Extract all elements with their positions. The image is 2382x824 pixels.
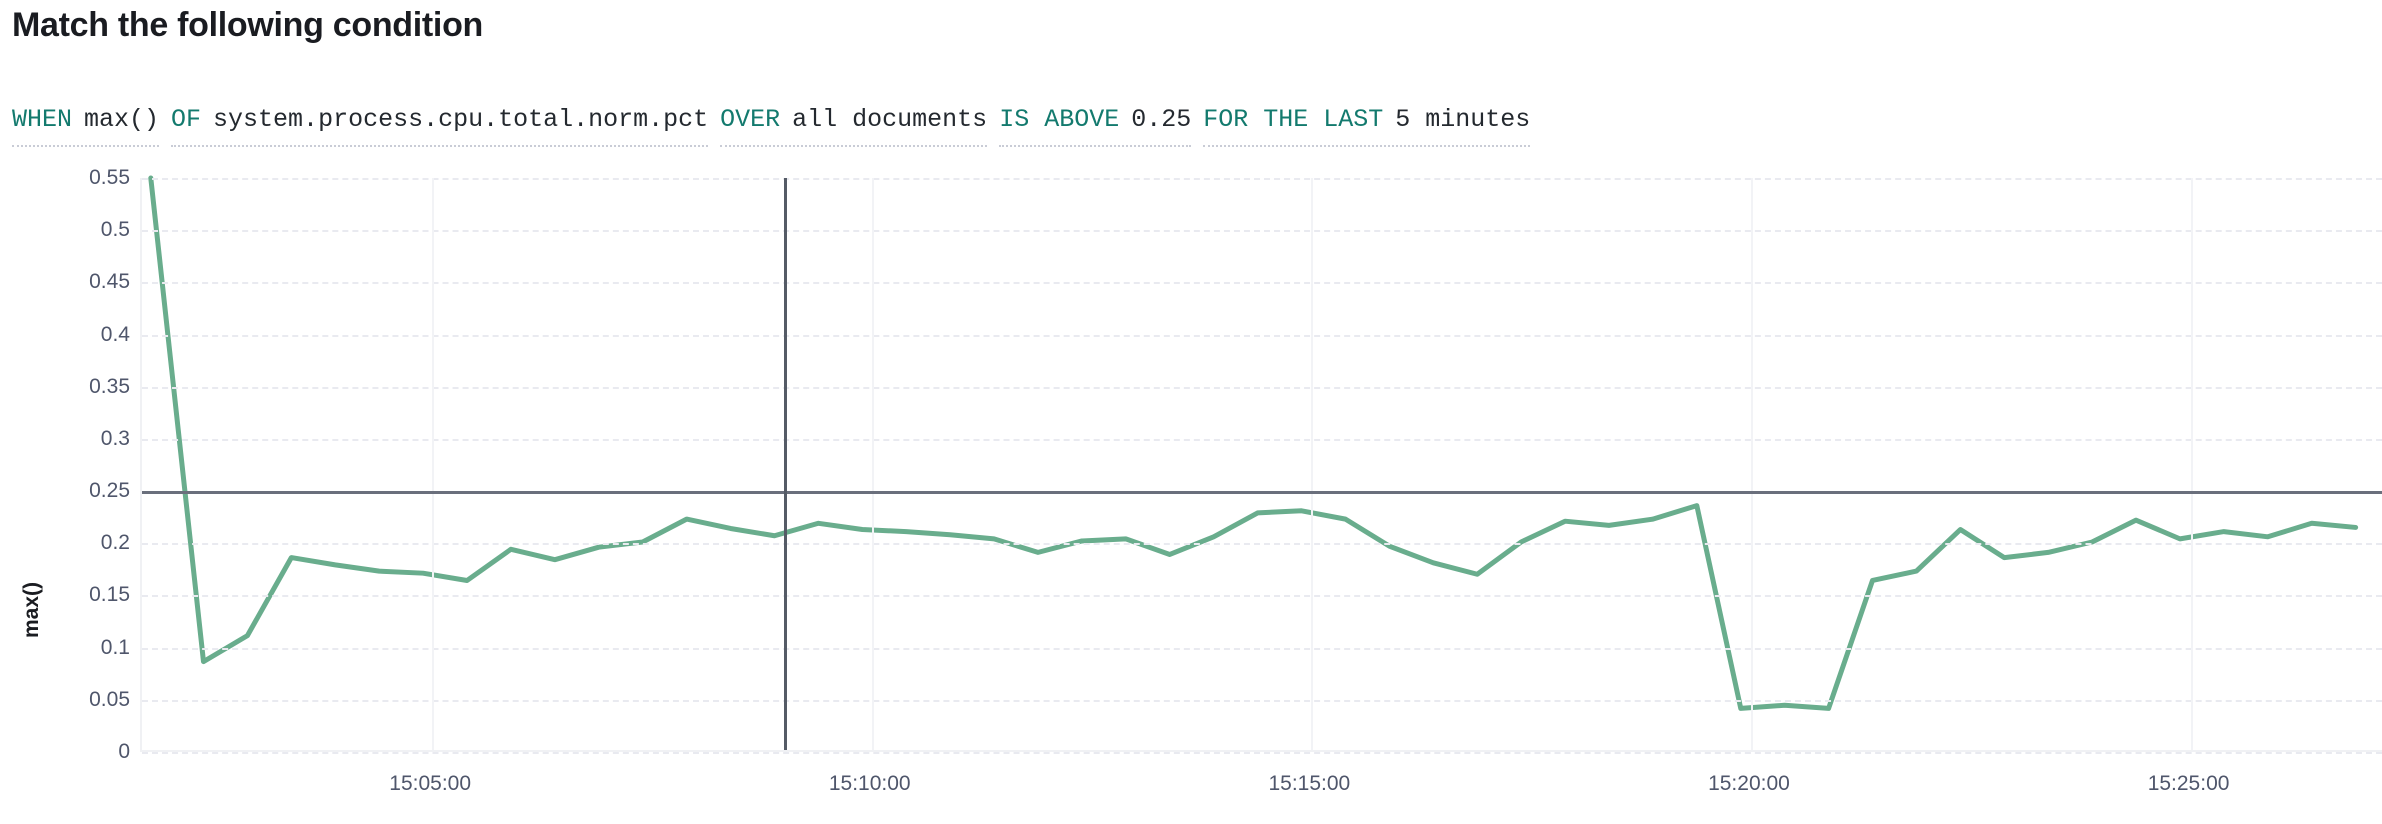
expression-keyword-2-0: OVER: [720, 105, 781, 134]
expression-segment-4[interactable]: FOR THE LAST 5 minutes: [1203, 104, 1531, 147]
gridline-horizontal: [142, 282, 2382, 285]
x-tick-label: 15:15:00: [1268, 772, 1351, 795]
y-tick-label: 0.15: [89, 583, 130, 607]
expression-keyword-1-0: OF: [171, 105, 202, 134]
series-line: [148, 175, 2359, 711]
y-tick-label: 0.45: [89, 270, 130, 294]
gridline-vertical: [1750, 178, 1753, 750]
gridline-horizontal: [142, 386, 2382, 389]
y-tick-label: 0.05: [89, 687, 130, 711]
threshold-line: [142, 491, 2382, 495]
expression-value-3-1[interactable]: 0.25: [1131, 105, 1192, 134]
y-tick-label: 0.25: [89, 479, 130, 503]
x-tick-label: 15:25:00: [2147, 772, 2230, 795]
gridline-horizontal: [142, 438, 2382, 441]
gridline-vertical: [1311, 178, 1314, 750]
gridline-vertical: [432, 178, 435, 750]
expression-value-4-1[interactable]: 5 minutes: [1395, 105, 1531, 134]
gridline-vertical: [2190, 178, 2193, 750]
expression-segment-3[interactable]: IS ABOVE 0.25: [999, 104, 1192, 147]
condition-expression: WHEN max() OF system.process.cpu.total.norm…: [12, 104, 1542, 147]
y-axis-ticks: 0 0.05 0.1 0.15 0.2 0.25 0.3 0.35 0.4 0.45 0.5 0.55: [0, 166, 130, 824]
x-tick-label: 15:05:00: [389, 772, 472, 795]
gridline-vertical: [871, 178, 874, 750]
expression-value-2-1[interactable]: all documents: [792, 105, 988, 134]
plot-area: [140, 175, 2382, 754]
y-tick-label: 0.1: [100, 635, 130, 659]
y-tick-label: 0.4: [100, 322, 130, 346]
expression-segment-0[interactable]: WHEN max(): [12, 104, 160, 147]
series-path-0: [148, 175, 2359, 711]
annotation-vertical-line: [783, 178, 787, 750]
y-tick-label: 0.2: [100, 531, 130, 555]
gridline-horizontal: [142, 647, 2382, 650]
expression-keyword-3-0: IS ABOVE: [999, 105, 1120, 134]
page-title: Match the following condition: [12, 6, 484, 44]
y-tick-label: 0.55: [89, 166, 130, 189]
gridline-horizontal: [142, 334, 2382, 337]
expression-keyword-0-0: WHEN: [12, 105, 73, 134]
gridline-horizontal: [142, 543, 2382, 546]
expression-keyword-4-0: FOR THE LAST: [1203, 105, 1384, 134]
expression-segment-1[interactable]: OF system.process.cpu.total.norm.pct: [171, 104, 709, 147]
y-tick-label: 0: [118, 740, 130, 763]
expression-value-1-1[interactable]: system.process.cpu.total.norm.pct: [213, 105, 709, 134]
gridline-horizontal: [142, 178, 2382, 180]
y-tick-label: 0.3: [100, 426, 130, 450]
expression-segment-2[interactable]: OVER all documents: [720, 104, 988, 147]
condition-preview-chart: max() 0 0.05 0.1 0.15 0.2 0.25 0.3 0.35 0.4 0.45 0…: [0, 166, 2382, 824]
expression-value-0-1[interactable]: max(): [84, 105, 160, 134]
gridline-horizontal: [142, 752, 2382, 754]
gridline-horizontal: [142, 699, 2382, 702]
x-tick-label: 15:20:00: [1708, 772, 1790, 795]
y-tick-label: 0.5: [100, 218, 130, 242]
gridline-horizontal: [142, 230, 2382, 233]
x-tick-label: 15:10:00: [828, 772, 911, 795]
gridline-horizontal: [142, 595, 2382, 598]
y-tick-label: 0.35: [89, 374, 130, 398]
